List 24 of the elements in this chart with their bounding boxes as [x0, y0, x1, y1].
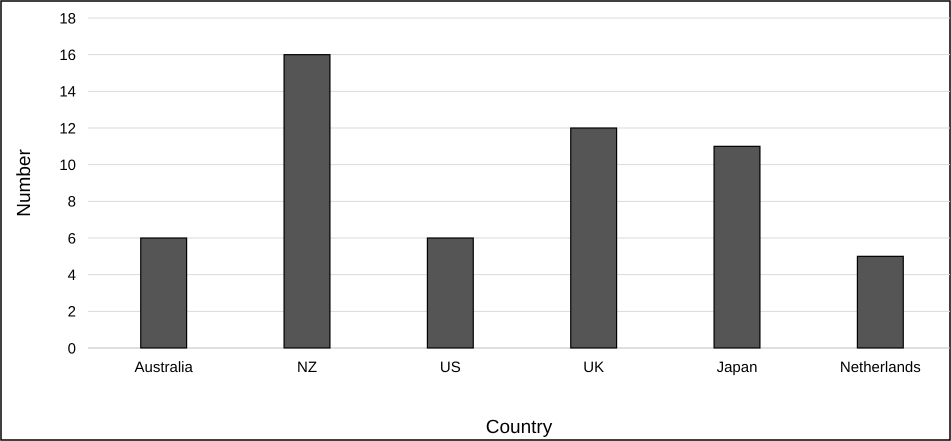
y-tick-label: 12 [59, 120, 76, 138]
x-tick-label: Netherlands [840, 359, 921, 376]
y-tick-label: 10 [59, 156, 76, 174]
y-tick-label: 18 [59, 10, 76, 28]
bar [570, 127, 618, 349]
x-tick-label: Australia [134, 359, 194, 376]
bar [856, 256, 904, 349]
bar [140, 237, 188, 349]
y-axis-title: Number [14, 148, 35, 217]
y-tick-label: 2 [68, 304, 76, 321]
bar [713, 146, 761, 349]
y-tick-label: 14 [59, 84, 76, 101]
bar [426, 237, 474, 349]
y-tick-label: 8 [68, 194, 76, 211]
y-tick-label: 16 [59, 46, 76, 64]
x-tick-label: Japan [716, 359, 758, 376]
y-tick-label: 0 [68, 340, 76, 358]
y-tick-label: 4 [68, 266, 76, 284]
x-tick-label: NZ [297, 359, 317, 376]
x-axis-title: Country [486, 417, 553, 438]
x-tick-label: UK [583, 359, 604, 376]
bar [283, 54, 331, 349]
x-tick-label: US [440, 359, 461, 376]
y-tick-label: 6 [68, 230, 76, 248]
